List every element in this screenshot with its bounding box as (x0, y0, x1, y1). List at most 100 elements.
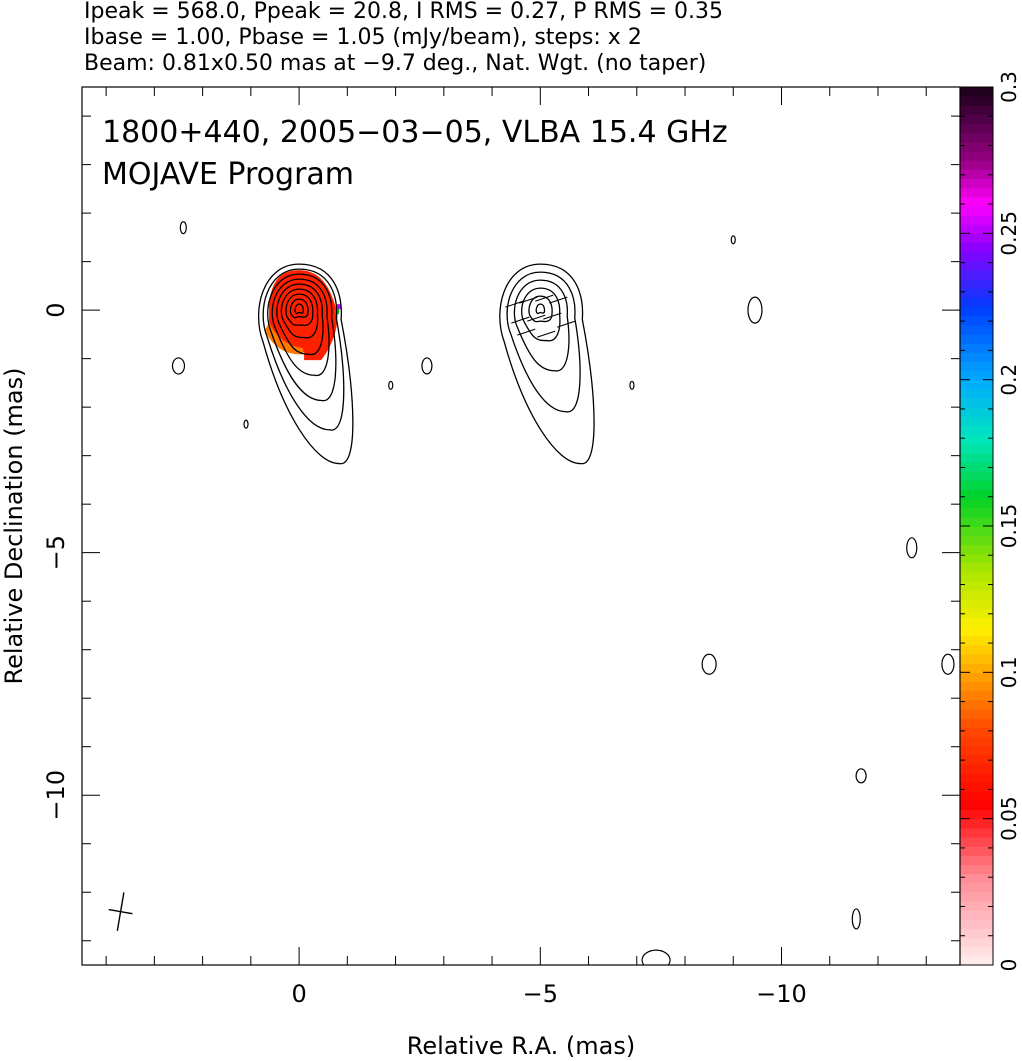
colorbar-band (960, 699, 993, 710)
core-contour-5 (276, 283, 324, 355)
noise-contour-14 (243, 419, 249, 429)
core-contour-8 (262, 268, 345, 431)
colorbar-band (960, 297, 993, 308)
x-tick-label: −10 (756, 980, 807, 1008)
colorbar-band (960, 818, 993, 829)
colorbar-band (960, 434, 993, 445)
noise-contour-1 (171, 357, 186, 375)
colorbar-band (960, 955, 993, 966)
colorbar-band (960, 87, 993, 97)
colorbar-band (960, 288, 993, 298)
evpa-tick-9 (517, 328, 536, 336)
noise-contour-13 (179, 221, 187, 235)
colorbar-band (960, 407, 993, 417)
colorbar-band (960, 443, 993, 454)
colorbar-band (960, 891, 993, 902)
x-axis-label: Relative R.A. (mas) (407, 1032, 635, 1060)
colorbar-band (960, 187, 993, 198)
colorbar-band (960, 763, 993, 774)
noise-contour-10 (730, 235, 736, 245)
colorbar-band (960, 324, 993, 335)
core-contour-7 (267, 273, 337, 402)
colorbar-band (960, 379, 993, 390)
colorbar-tick-label: 0 (997, 959, 1021, 972)
noise-contour-2 (421, 357, 433, 375)
colorbar-band (960, 644, 993, 655)
y-axis-label: Relative Declination (mas) (0, 367, 28, 684)
colorbar-band (960, 242, 993, 253)
colorbar-band (960, 452, 993, 463)
colorbar-band (960, 800, 993, 811)
colorbar-tick-label: 0.15 (997, 504, 1021, 549)
colorbar-band (960, 827, 993, 838)
noise-contour-12 (629, 380, 635, 390)
colorbar-band (960, 361, 993, 372)
colorbar-band (960, 233, 993, 244)
colorbar-band (960, 114, 993, 125)
beam-minor-axis (108, 908, 133, 915)
colorbar-band (960, 580, 993, 591)
colorbar-band (960, 480, 993, 491)
colorbar-band (960, 535, 993, 545)
jet-knot-contour-5 (506, 271, 581, 413)
header-line-2: Ibase = 1.00, Pbase = 1.05 (mJy/beam), s… (84, 25, 642, 50)
colorbar-band (960, 352, 993, 362)
colorbar-band (960, 590, 993, 600)
colorbar-band (960, 224, 993, 234)
colorbar-band (960, 397, 993, 408)
evpa-tick-7 (543, 312, 562, 320)
colorbar-band (960, 864, 993, 875)
colorbar-band (960, 873, 993, 884)
header-line-1: Ipeak = 568.0, Ppeak = 20.8, I RMS = 0.2… (84, 0, 723, 24)
colorbar-tick-label: 0.3 (997, 71, 1021, 103)
colorbar-band (960, 617, 993, 628)
colorbar-band (960, 654, 993, 664)
colorbar-band (960, 928, 993, 939)
colorbar-band (960, 196, 993, 207)
colorbar-band (960, 882, 993, 893)
colorbar-band (960, 846, 993, 856)
polarized-flux-edge-violet (337, 304, 342, 310)
colorbar-tick-label: 0.2 (997, 364, 1021, 396)
jet-knot-contour-6 (499, 263, 595, 465)
colorbar-band (960, 718, 993, 728)
noise-contour-3 (747, 296, 763, 324)
evpa-tick-8 (557, 320, 576, 328)
colorbar-band (960, 416, 993, 426)
colorbar-band (960, 123, 993, 134)
colorbar-band (960, 489, 993, 500)
colorbar-band (960, 919, 993, 930)
x-tick-label: 0 (291, 980, 306, 1008)
jet-knot-contour-4 (513, 279, 570, 372)
colorbar-band (960, 635, 993, 646)
evpa-tick-3 (535, 294, 554, 302)
colorbar-band (960, 690, 993, 701)
noise-contour-11 (388, 380, 394, 390)
colorbar-band (960, 160, 993, 170)
colorbar-band (960, 727, 993, 737)
colorbar-band (960, 260, 993, 271)
colorbar-band (960, 315, 993, 326)
colorbar-band (960, 809, 993, 820)
colorbar-band (960, 132, 993, 143)
colorbar-band (960, 553, 993, 564)
colorbar-band (960, 498, 993, 509)
core-contour-9 (257, 263, 354, 465)
colorbar-tick-label: 0.25 (997, 211, 1021, 256)
colorbar-band (960, 910, 993, 920)
noise-contour-9 (641, 949, 671, 965)
evpa-tick-10 (537, 330, 556, 338)
colorbar-band (960, 562, 993, 573)
colorbar-band (960, 269, 993, 280)
colorbar-band (960, 708, 993, 719)
colorbar-band (960, 178, 993, 189)
evpa-tick-6 (527, 314, 546, 322)
colorbar-band (960, 425, 993, 436)
colorbar-band (960, 736, 993, 747)
colorbar-band (960, 461, 993, 472)
evpa-tick-5 (511, 316, 530, 324)
jet-knot-contour-1 (535, 303, 546, 315)
colorbar-band (960, 855, 993, 865)
evpa-tick-4 (549, 296, 568, 304)
